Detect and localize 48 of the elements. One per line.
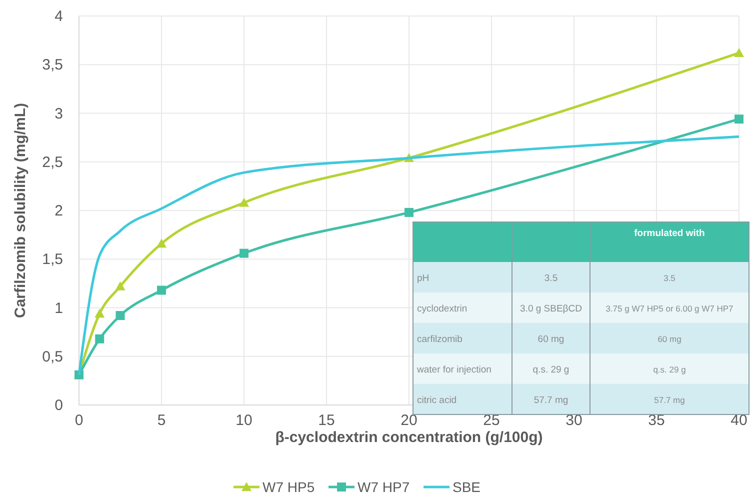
point bbox=[734, 48, 744, 57]
annotation: 3.75 g W7 HP5 or 6.00 g W7 HP7 bbox=[606, 303, 734, 314]
y-tick-label: 3 bbox=[54, 105, 63, 122]
x-tick-label: 20 bbox=[400, 412, 418, 429]
y-tick-label: 1,5 bbox=[42, 251, 63, 268]
x-axis-title: β-cyclodextrin concentration (g/100g) bbox=[275, 429, 543, 446]
annotation: citric acid bbox=[417, 394, 457, 406]
x-tick-label: 0 bbox=[74, 412, 84, 429]
annotation: 57.7 mg bbox=[654, 394, 686, 405]
point bbox=[95, 334, 104, 344]
y-tick-label: 1 bbox=[54, 300, 63, 317]
point bbox=[239, 198, 249, 207]
annotation: q.s. 29 g bbox=[653, 364, 686, 374]
y-tick-label: 0 bbox=[54, 397, 63, 414]
y-tick-label: 0,5 bbox=[42, 348, 63, 366]
y-tick-label: 2 bbox=[54, 202, 63, 220]
x-tick-label: 30 bbox=[566, 412, 582, 429]
x-tick-label: 10 bbox=[236, 412, 252, 429]
point bbox=[94, 308, 105, 318]
annotation: water for injection bbox=[416, 364, 492, 376]
point bbox=[116, 311, 125, 320]
annotation: pH bbox=[417, 272, 430, 284]
point bbox=[156, 238, 166, 248]
point bbox=[734, 114, 744, 124]
annotation: q.s. 29 g bbox=[532, 364, 570, 376]
annotation: cyclodextrin bbox=[417, 303, 468, 314]
point bbox=[404, 208, 414, 217]
x-tick-label: 5 bbox=[157, 412, 166, 429]
annotation: 57.7 mg bbox=[534, 394, 568, 406]
y-tick-label: 4 bbox=[54, 8, 63, 25]
annotation: 3.5 bbox=[664, 272, 676, 283]
y-axis-title: Carfilzomib solubility (mg/mL) bbox=[12, 102, 29, 318]
point bbox=[157, 286, 166, 295]
x-tick-label: 40 bbox=[730, 412, 748, 429]
annotation: carfilzomib bbox=[417, 334, 462, 345]
x-tick-label: 15 bbox=[318, 412, 335, 429]
point bbox=[240, 248, 248, 258]
annotation: 60 mg bbox=[538, 334, 564, 345]
annotation: formulated with bbox=[634, 228, 706, 239]
annotation: 3.0 g SBEβCD bbox=[520, 303, 582, 314]
annotation: 60 mg bbox=[658, 334, 682, 344]
legend-label: W7 HP7 bbox=[358, 479, 410, 495]
point bbox=[115, 281, 126, 290]
y-tick-label: 3,5 bbox=[42, 56, 63, 74]
annotation: 3.5 bbox=[544, 272, 558, 284]
legend-label: SBE bbox=[452, 479, 481, 495]
y-tick-label: 2,5 bbox=[42, 154, 63, 171]
legend-label: W7 HP5 bbox=[262, 479, 315, 495]
